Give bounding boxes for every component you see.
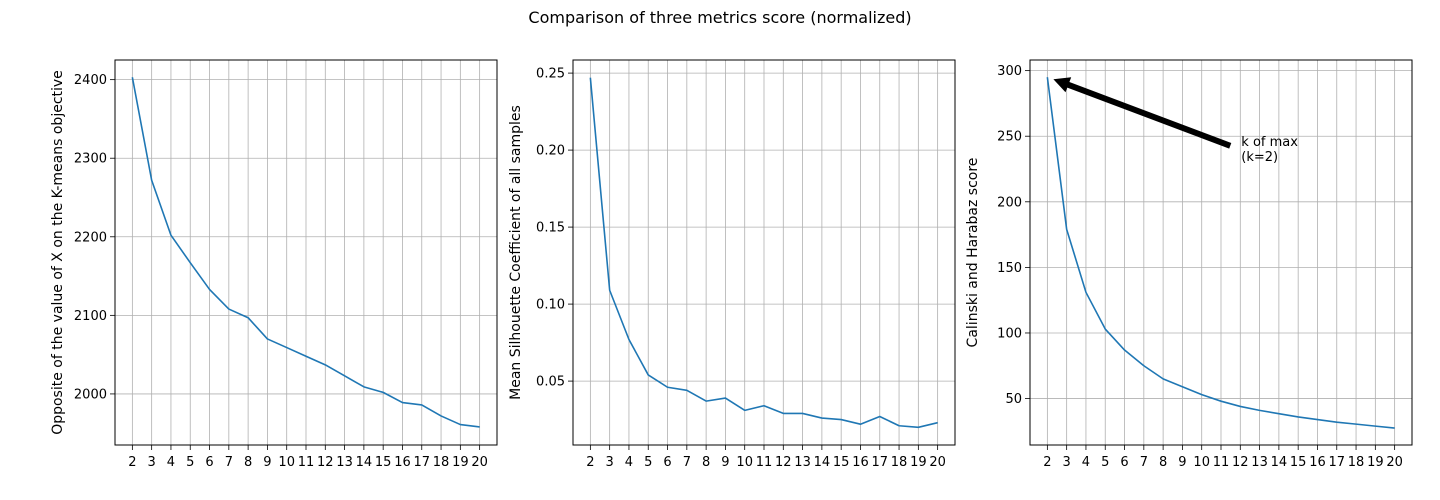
x-tick-label: 2 [586, 455, 594, 470]
y-tick-label: 0.20 [536, 144, 565, 159]
grid [1030, 60, 1412, 445]
x-tick-label: 10 [278, 455, 295, 470]
x-tick-label: 7 [225, 455, 233, 470]
grid [115, 60, 497, 445]
y-tick-label: 2400 [74, 73, 107, 88]
x-tick-label: 13 [794, 455, 811, 470]
y-tick-label: 0.05 [536, 375, 565, 390]
y-axis-label: Calinski and Harabaz score [965, 158, 981, 348]
x-tick-label: 16 [394, 455, 411, 470]
y-tick-label: 200 [997, 195, 1022, 210]
x-tick-label: 4 [1082, 455, 1090, 470]
x-tick-label: 16 [852, 455, 869, 470]
x-tick-label: 3 [606, 455, 614, 470]
x-tick-label: 9 [721, 455, 729, 470]
x-tick-label: 20 [471, 455, 488, 470]
y-tick-label: 0.10 [536, 298, 565, 313]
x-tick-label: 15 [833, 455, 850, 470]
x-tick-label: 4 [167, 455, 175, 470]
annotation-line-2: (k=2) [1241, 150, 1278, 165]
grid [573, 60, 955, 445]
x-ticks: 2 3 4 5 6 7 8 9 10 11 12 13 14 15 16 17 18 19 20 [1043, 445, 1403, 470]
x-tick-label: 5 [644, 455, 652, 470]
x-tick-label: 3 [1063, 455, 1071, 470]
x-tick-label: 18 [1348, 455, 1365, 470]
x-tick-label: 14 [356, 455, 373, 470]
x-tick-label: 11 [1213, 455, 1230, 470]
x-tick-label: 8 [702, 455, 710, 470]
annotation-arrow [1053, 77, 1232, 149]
y-tick-label: 2200 [74, 230, 107, 245]
y-ticks: 0.05 0.10 0.15 0.20 0.25 [536, 67, 573, 390]
x-tick-label: 20 [929, 455, 946, 470]
x-tick-label: 3 [148, 455, 156, 470]
x-tick-label: 17 [1328, 455, 1345, 470]
y-tick-label: 2000 [74, 387, 107, 402]
x-tick-label: 14 [1271, 455, 1288, 470]
x-tick-label: 10 [1193, 455, 1210, 470]
subplot-calinski-harabaz: 2 3 4 5 6 7 8 9 10 11 12 13 14 15 16 17 18 19 20 50 100 150 2… [965, 59, 1413, 470]
x-tick-label: 19 [910, 455, 927, 470]
y-tick-label: 100 [997, 326, 1022, 341]
y-tick-label: 2300 [74, 152, 107, 167]
annotation-line-1: k of max [1241, 135, 1298, 150]
x-tick-label: 7 [683, 455, 691, 470]
y-tick-label: 0.15 [536, 221, 565, 236]
y-tick-label: 250 [997, 130, 1022, 145]
x-tick-label: 7 [1140, 455, 1148, 470]
x-tick-label: 20 [1386, 455, 1403, 470]
subplot-kmeans-objective: 2 3 4 5 6 7 8 9 10 11 12 13 14 15 16 17 18 19 20 200021002… [50, 59, 498, 470]
x-tick-label: 9 [1178, 455, 1186, 470]
subplot-silhouette: 2 3 4 5 6 7 8 9 10 11 12 13 14 15 16 17 18 19 20 0.050.100… [508, 59, 956, 470]
y-tick-label: 300 [997, 64, 1022, 79]
x-tick-label: 19 [1367, 455, 1384, 470]
y-axis-label: Mean Silhouette Coefficient of all sampl… [508, 105, 524, 400]
y-axis-label: Opposite of the value of X on the K-mean… [50, 70, 66, 435]
x-tick-label: 12 [775, 455, 792, 470]
x-tick-label: 16 [1309, 455, 1326, 470]
x-tick-label: 6 [663, 455, 671, 470]
series [131, 77, 480, 428]
x-tick-label: 8 [1159, 455, 1167, 470]
x-tick-label: 12 [317, 455, 334, 470]
y-tick-label: 0.25 [536, 67, 565, 82]
annotation-text: k of max (k=2) [1241, 135, 1302, 165]
x-tick-label: 9 [263, 455, 271, 470]
y-ticks: 50 100 150 200 250 300 [997, 64, 1030, 407]
x-tick-label: 13 [336, 455, 353, 470]
y-tick-label: 150 [997, 261, 1022, 276]
x-tick-label: 11 [298, 455, 315, 470]
x-ticks: 2 3 4 5 6 7 8 9 10 11 12 13 14 15 16 17 18 19 20 [128, 445, 488, 470]
x-tick-label: 5 [186, 455, 194, 470]
x-tick-label: 5 [1101, 455, 1109, 470]
x-tick-label: 10 [736, 455, 753, 470]
series [589, 77, 938, 429]
x-tick-label: 19 [452, 455, 469, 470]
x-tick-label: 13 [1251, 455, 1268, 470]
x-tick-label: 6 [205, 455, 213, 470]
x-tick-label: 15 [1290, 455, 1307, 470]
series [1046, 77, 1395, 429]
annotation: k of max (k=2) [1053, 77, 1302, 165]
x-tick-label: 6 [1120, 455, 1128, 470]
y-tick-label: 50 [1005, 392, 1022, 407]
x-tick-label: 4 [625, 455, 633, 470]
x-tick-label: 8 [244, 455, 252, 470]
figure-title: Comparison of three metrics score (norma… [528, 8, 911, 27]
y-tick-label: 2100 [74, 309, 107, 324]
x-tick-label: 2 [1043, 455, 1051, 470]
x-tick-label: 17 [871, 455, 888, 470]
y-ticks: 2000 2100 2200 2300 2400 [74, 73, 115, 402]
x-tick-label: 15 [375, 455, 392, 470]
x-tick-label: 14 [814, 455, 831, 470]
x-tick-label: 11 [756, 455, 773, 470]
x-tick-label: 12 [1232, 455, 1249, 470]
x-tick-label: 2 [128, 455, 136, 470]
x-tick-label: 17 [413, 455, 430, 470]
x-tick-label: 18 [891, 455, 908, 470]
x-tick-label: 18 [433, 455, 450, 470]
x-ticks: 2 3 4 5 6 7 8 9 10 11 12 13 14 15 16 17 18 19 20 [586, 445, 946, 470]
